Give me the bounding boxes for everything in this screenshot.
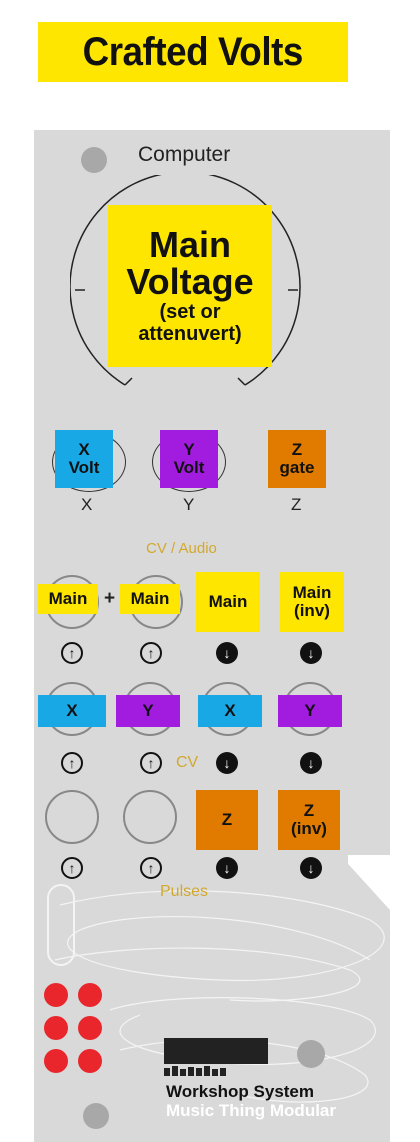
output-arrow-icon: ↓	[216, 642, 238, 664]
main-knob-line1: Main	[148, 224, 231, 265]
plus-sign: +	[104, 588, 116, 609]
cv-audio-label: CV / Audio	[146, 540, 217, 557]
main-output-jack[interactable]: Main	[196, 572, 260, 632]
brand-line2: Music Thing Modular	[166, 1101, 336, 1120]
display-bar	[164, 1038, 268, 1064]
output-arrow-icon: ↓	[216, 857, 238, 879]
input-arrow-icon: ↑	[61, 857, 83, 879]
input-arrow-icon: ↑	[61, 642, 83, 664]
main-knob-line3: (set or	[159, 301, 221, 323]
pulses-label: Pulses	[160, 883, 209, 900]
x-volt-knob[interactable]: X Volt	[55, 430, 113, 488]
main-knob-line2: Voltage	[126, 261, 254, 302]
page-title-box: Crafted Volts	[38, 22, 348, 82]
pulse-led	[44, 1016, 68, 1040]
y-output-jack[interactable]: Y	[278, 695, 342, 727]
main-inv-line2: (inv)	[294, 601, 330, 620]
output-arrow-icon: ↓	[300, 752, 322, 774]
logo-stripes-icon	[164, 1066, 226, 1076]
y-knob-caption: Y	[183, 495, 195, 514]
page-title: Crafted Volts	[82, 29, 304, 74]
pulse-led	[44, 983, 68, 1007]
y-input-jack[interactable]: Y	[116, 695, 180, 727]
pulse-led	[78, 983, 102, 1007]
output-arrow-icon: ↓	[216, 752, 238, 774]
main-knob-line4: attenuvert)	[138, 323, 242, 345]
pulse-led	[44, 1049, 68, 1073]
z-knob-caption: Z	[291, 495, 302, 514]
x-knob-line2: Volt	[68, 458, 100, 477]
x-output-jack[interactable]: X	[198, 695, 262, 727]
main-input-2-jack[interactable]: Main	[120, 584, 180, 614]
z-inv-output-jack[interactable]: Z (inv)	[278, 790, 340, 850]
z-knob-line1: Z	[291, 440, 303, 460]
pulse-led	[78, 1016, 102, 1040]
pulse-input-1-jack[interactable]	[45, 790, 99, 844]
main-input-1-jack[interactable]: Main	[38, 584, 98, 614]
input-arrow-icon: ↑	[140, 642, 162, 664]
input-arrow-icon: ↑	[61, 752, 83, 774]
brand-line1: Workshop System	[166, 1082, 315, 1101]
x-knob-line1: X	[78, 440, 90, 460]
cv-label: CV	[176, 754, 199, 771]
z-inv-line2: (inv)	[291, 819, 327, 838]
y-volt-knob[interactable]: Y Volt	[160, 430, 218, 488]
y-knob-line1: Y	[183, 440, 195, 460]
input-arrow-icon: ↑	[140, 857, 162, 879]
bottom-screw	[83, 1103, 109, 1129]
z-output-jack[interactable]: Z	[196, 790, 258, 850]
pulse-led	[78, 1049, 102, 1073]
main-knob-scale	[70, 175, 301, 386]
computer-label: Computer	[138, 143, 231, 166]
input-arrow-icon: ↑	[140, 752, 162, 774]
z-gate-knob[interactable]: Z gate	[268, 430, 326, 488]
top-screw	[81, 147, 107, 173]
output-arrow-icon: ↓	[300, 642, 322, 664]
main-inv-line1: Main	[292, 583, 332, 603]
main-voltage-knob[interactable]: Main Voltage (set or attenuvert)	[108, 205, 272, 367]
pulse-input-2-jack[interactable]	[123, 790, 177, 844]
x-knob-caption: X	[81, 495, 93, 514]
main-inv-output-jack[interactable]: Main (inv)	[280, 572, 344, 632]
y-knob-line2: Volt	[173, 458, 205, 477]
output-arrow-icon: ↓	[300, 857, 322, 879]
x-input-jack[interactable]: X	[38, 695, 106, 727]
decorative-swirls	[54, 890, 385, 1103]
right-screw	[297, 1040, 325, 1068]
z-knob-line2: gate	[279, 458, 315, 477]
z-inv-line1: Z	[303, 801, 315, 821]
